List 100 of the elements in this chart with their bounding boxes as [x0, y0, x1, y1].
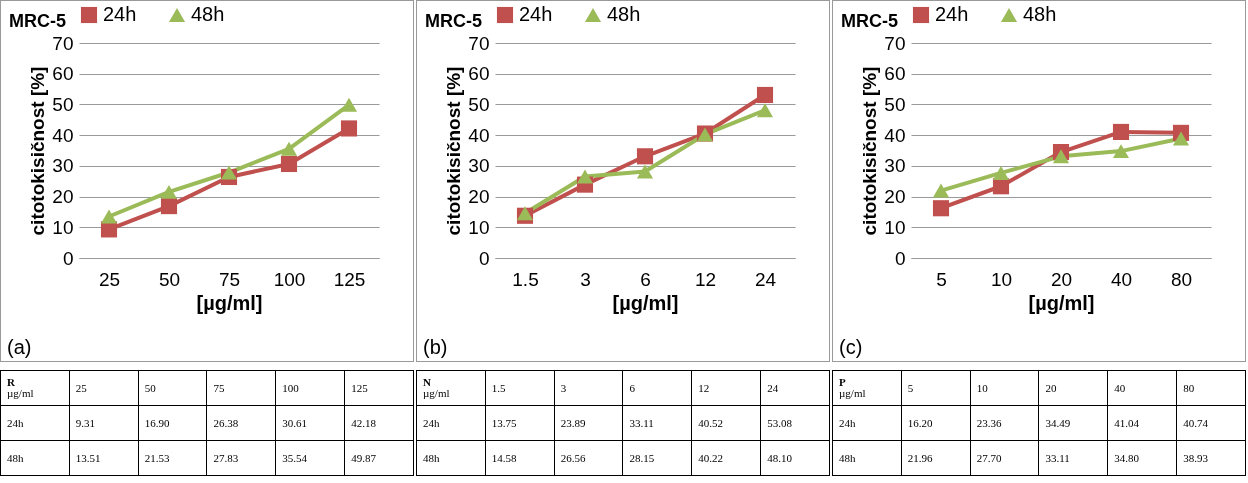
y-tick-label: 50 [468, 93, 490, 115]
text: 24h [839, 417, 856, 429]
text: (a) [7, 336, 32, 359]
point [280, 155, 298, 173]
y-tick-label: 50 [52, 93, 74, 115]
data-label: 40.52 [691, 405, 761, 441]
chart-title: MRC-5 [425, 11, 482, 31]
text: N [423, 376, 431, 388]
y-tick-label: 0 [478, 247, 490, 269]
text: 48h [839, 452, 856, 464]
category-label: 20 [1045, 382, 1057, 394]
point [280, 141, 298, 156]
text: (c) [839, 336, 863, 359]
data-label: 27.83 [206, 440, 276, 476]
x-axis-title: [µg/ml] [196, 291, 263, 314]
legend-label: 24h [103, 3, 137, 25]
text: (b) [423, 336, 448, 359]
y-tick-label: 0 [894, 247, 906, 269]
data-label: 16.90 [138, 405, 207, 441]
data-label: 38.93 [1176, 440, 1246, 476]
y-tick-label: 10 [884, 216, 906, 238]
x-tick-label: 75 [218, 268, 241, 290]
x-tick-label: 125 [333, 268, 366, 290]
y-tick-label: 10 [468, 216, 490, 238]
category-label: 40 [1114, 382, 1126, 394]
category-label: 125 [351, 382, 368, 394]
point [636, 164, 654, 179]
chart-title: MRC-5 [841, 11, 898, 31]
data-label: 48.10 [760, 440, 830, 476]
y-tick-label: 40 [52, 124, 74, 146]
data-label: 16.20 [901, 405, 971, 441]
y-tick-label: 60 [884, 63, 906, 85]
data-label: 34.80 [1107, 440, 1177, 476]
y-tick-label: 70 [884, 32, 906, 54]
data-label: 40.22 [691, 440, 761, 476]
data-label: 21.53 [138, 440, 207, 476]
data-label: 42.18 [344, 405, 414, 441]
y-tick-label: 10 [52, 216, 74, 238]
point [1172, 131, 1190, 146]
data-label: 13.51 [69, 440, 139, 476]
text: 48h [7, 452, 24, 464]
category-label: 50 [144, 382, 156, 394]
legend-label: 48h [607, 3, 641, 25]
data-label: 33.11 [1038, 440, 1108, 476]
category-label: 80 [1183, 382, 1195, 394]
data-label: 26.38 [206, 405, 276, 441]
data-label: 41.04 [1107, 405, 1177, 441]
data-label: 53.08 [760, 405, 830, 441]
x-tick-label: 24 [754, 268, 777, 290]
y-axis-title: citotokisičnost [%] [443, 66, 465, 236]
category-label: 75 [213, 382, 225, 394]
data-label: 9.31 [69, 405, 139, 441]
point [100, 209, 118, 224]
data-label: 33.11 [622, 405, 692, 441]
data-label: 14.58 [485, 440, 555, 476]
y-tick-label: 60 [468, 63, 490, 85]
data-label: 34.49 [1038, 405, 1108, 441]
point [1112, 144, 1130, 159]
point [160, 184, 178, 199]
chart-title: MRC-5 [9, 11, 66, 31]
text: 48h [423, 452, 440, 464]
legend-label: 24h [935, 3, 969, 25]
category-label: 10 [976, 382, 988, 394]
x-tick-label: 12 [694, 268, 717, 290]
y-tick-label: 30 [884, 155, 906, 177]
x-axis-title: [µg/ml] [1028, 291, 1095, 314]
x-tick-label: 80 [1170, 268, 1193, 290]
y-tick-label: 0 [62, 247, 74, 269]
x-tick-label: 25 [98, 268, 121, 290]
text: R [7, 376, 15, 388]
y-tick-label: 70 [52, 32, 74, 54]
x-tick-label: 6 [640, 268, 651, 290]
point [576, 169, 594, 184]
y-tick-label: 20 [468, 186, 490, 208]
point [1112, 123, 1130, 141]
category-label: 12 [698, 382, 710, 394]
text: P [839, 376, 846, 388]
legend-label: 48h [191, 3, 225, 25]
data-label: 27.70 [970, 440, 1039, 476]
y-axis-title: citotokisičnost [%] [27, 66, 49, 236]
point [160, 198, 178, 215]
category-label: 5 [907, 382, 914, 394]
point [1052, 149, 1070, 164]
y-axis-title: citotokisičnost [%] [859, 66, 881, 236]
x-tick-label: 1.5 [512, 268, 539, 290]
y-tick-label: 20 [52, 186, 74, 208]
data-label: 13.75 [485, 405, 555, 441]
data-label: 30.61 [275, 405, 345, 441]
data-label: 28.15 [622, 440, 692, 476]
point [992, 165, 1010, 180]
point [220, 165, 238, 180]
legend-label: 48h [1023, 3, 1057, 25]
data-label: 26.56 [554, 440, 623, 476]
point [756, 103, 774, 118]
point [340, 120, 358, 137]
y-tick-label: 60 [52, 63, 74, 85]
y-tick-label: 40 [468, 124, 490, 146]
x-tick-label: 20 [1050, 268, 1073, 290]
category-label: 3 [560, 382, 567, 394]
x-tick-label: 100 [273, 268, 306, 290]
